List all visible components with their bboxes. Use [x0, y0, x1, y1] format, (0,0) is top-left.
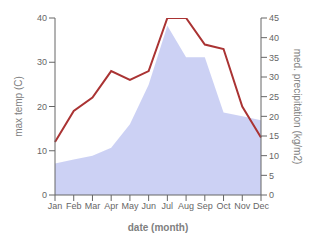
svg-text:30: 30 — [37, 57, 47, 67]
svg-text:Jan: Jan — [48, 201, 63, 211]
svg-text:Apr: Apr — [104, 201, 118, 211]
svg-text:20: 20 — [269, 112, 279, 122]
svg-text:20: 20 — [37, 102, 47, 112]
svg-text:Feb: Feb — [66, 201, 82, 211]
svg-text:Oct: Oct — [217, 201, 232, 211]
svg-text:Nov: Nov — [234, 201, 251, 211]
svg-text:25: 25 — [269, 92, 279, 102]
svg-text:Jun: Jun — [141, 201, 156, 211]
svg-text:40: 40 — [37, 13, 47, 23]
svg-text:30: 30 — [269, 72, 279, 82]
svg-text:40: 40 — [269, 33, 279, 43]
svg-text:max temp (C): max temp (C) — [13, 76, 24, 137]
svg-text:Mar: Mar — [85, 201, 101, 211]
svg-text:0: 0 — [42, 190, 47, 200]
svg-text:Jul: Jul — [162, 201, 174, 211]
svg-text:Dec: Dec — [253, 201, 270, 211]
svg-text:date (month): date (month) — [128, 222, 189, 233]
svg-text:0: 0 — [269, 190, 274, 200]
svg-text:med. precipitation (kg/m2): med. precipitation (kg/m2) — [292, 49, 303, 165]
svg-text:15: 15 — [269, 131, 279, 141]
svg-text:35: 35 — [269, 53, 279, 63]
svg-text:5: 5 — [269, 171, 274, 181]
svg-text:May: May — [121, 201, 139, 211]
svg-text:45: 45 — [269, 13, 279, 23]
svg-text:10: 10 — [37, 146, 47, 156]
svg-text:Aug: Aug — [178, 201, 194, 211]
svg-text:10: 10 — [269, 151, 279, 161]
svg-text:Sep: Sep — [197, 201, 213, 211]
